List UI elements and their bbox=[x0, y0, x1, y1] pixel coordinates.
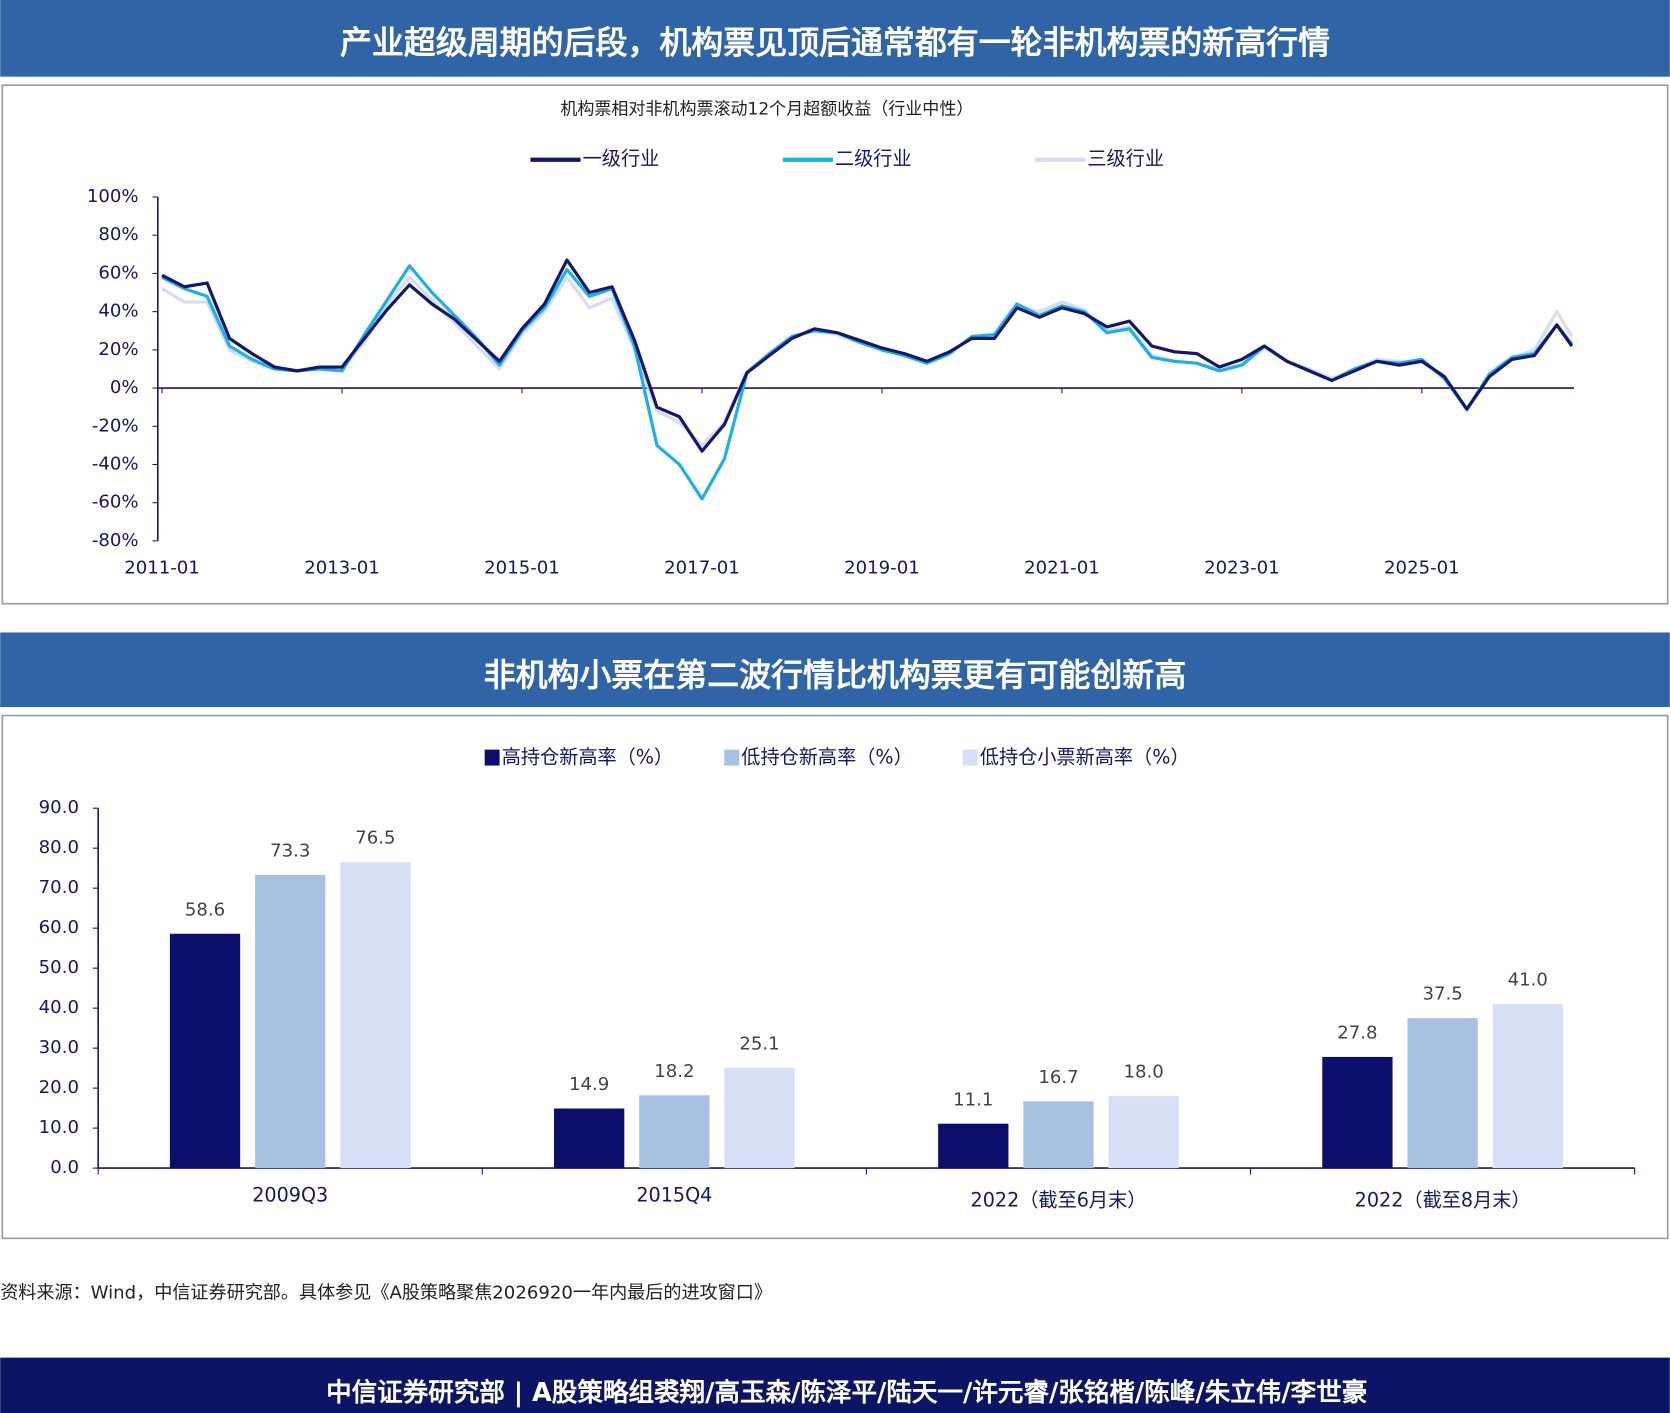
y-tick-label: 10.0 bbox=[39, 1117, 79, 1138]
bar bbox=[169, 933, 241, 1169]
value-label: 58.6 bbox=[185, 899, 225, 920]
y-tick-label: -40% bbox=[92, 453, 139, 474]
banner-title: 非机构小票在第二波行情比机构票更有可能创新高 bbox=[484, 656, 1187, 694]
x-tick-label: 2015-01 bbox=[484, 558, 560, 579]
y-tick-label: -80% bbox=[92, 530, 139, 551]
value-label: 25.1 bbox=[739, 1033, 779, 1054]
y-tick-label: 100% bbox=[87, 186, 139, 207]
y-tick-label: 40% bbox=[98, 301, 138, 322]
footer bbox=[0, 1357, 1670, 1413]
value-label: 18.2 bbox=[654, 1061, 694, 1082]
panel bbox=[1, 84, 1669, 605]
value-label: 27.8 bbox=[1337, 1022, 1377, 1043]
banner-title: 产业超级周期的后段，机构票见顶后通常都有一轮非机构票的新高行情 bbox=[340, 24, 1330, 62]
bar bbox=[1492, 1004, 1563, 1169]
y-tick-label: 60% bbox=[98, 262, 138, 283]
banner bbox=[0, 0, 1670, 77]
banner bbox=[0, 632, 1670, 708]
value-label: 73.3 bbox=[270, 841, 310, 862]
x-tick-label: 2021-01 bbox=[1024, 558, 1100, 579]
bar bbox=[1407, 1018, 1478, 1169]
value-label: 37.5 bbox=[1422, 984, 1462, 1005]
legend-swatch bbox=[962, 749, 978, 766]
y-tick-label: 30.0 bbox=[39, 1037, 79, 1058]
y-tick-label: 0.0 bbox=[50, 1157, 79, 1178]
y-tick-label: 20.0 bbox=[39, 1077, 79, 1098]
x-tick-label: 2013-01 bbox=[304, 558, 380, 579]
legend-label: 三级行业 bbox=[1087, 147, 1164, 170]
y-tick-label: 80.0 bbox=[39, 837, 79, 858]
bar bbox=[1322, 1056, 1393, 1169]
y-tick-label: -60% bbox=[92, 492, 139, 513]
x-tick-label: 2022（截至8月末） bbox=[1355, 1189, 1531, 1212]
y-tick-label: 20% bbox=[98, 339, 138, 360]
bar bbox=[340, 862, 411, 1169]
y-tick-label: 0% bbox=[110, 377, 139, 398]
legend-label: 一级行业 bbox=[583, 147, 660, 170]
value-label: 41.0 bbox=[1508, 970, 1548, 991]
y-tick-label: 40.0 bbox=[39, 997, 79, 1018]
source-note: 资料来源：Wind，中信证券研究部。具体参见《A股策略聚焦2026920一年内最… bbox=[0, 1283, 772, 1304]
bar bbox=[724, 1067, 795, 1169]
legend-swatch bbox=[724, 749, 740, 766]
value-label: 14.9 bbox=[569, 1074, 609, 1095]
legend-label: 高持仓新高率（%） bbox=[502, 746, 673, 769]
bar bbox=[938, 1123, 1009, 1169]
x-tick-label: 2022（截至6月末） bbox=[971, 1189, 1147, 1212]
y-tick-label: 70.0 bbox=[39, 877, 79, 898]
y-tick-label: 60.0 bbox=[39, 917, 79, 938]
y-tick-label: 90.0 bbox=[39, 797, 79, 818]
value-label: 76.5 bbox=[355, 828, 395, 849]
value-label: 16.7 bbox=[1038, 1067, 1078, 1088]
legend-label: 低持仓新高率（%） bbox=[741, 746, 912, 769]
x-tick-label: 2017-01 bbox=[664, 558, 740, 579]
legend-swatch bbox=[484, 749, 500, 766]
bar bbox=[639, 1095, 710, 1169]
bar bbox=[1023, 1101, 1094, 1169]
value-label: 11.1 bbox=[953, 1089, 993, 1110]
chart-title: 机构票相对非机构票滚动12个月超额收益（行业中性） bbox=[560, 100, 973, 120]
panel bbox=[1, 714, 1669, 1240]
line-series bbox=[161, 258, 1574, 453]
x-tick-label: 2009Q3 bbox=[252, 1183, 328, 1206]
y-tick-label: -20% bbox=[92, 415, 139, 436]
x-tick-label: 2011-01 bbox=[124, 558, 200, 579]
bar bbox=[554, 1108, 625, 1169]
bar bbox=[1108, 1096, 1179, 1169]
x-tick-label: 2015Q4 bbox=[636, 1183, 712, 1206]
line-series bbox=[161, 275, 1574, 448]
y-tick-label: 50.0 bbox=[39, 957, 79, 978]
legend-label: 二级行业 bbox=[835, 147, 912, 170]
y-tick-label: 80% bbox=[98, 224, 138, 245]
line-series bbox=[161, 264, 1574, 501]
bar bbox=[255, 874, 326, 1169]
x-tick-label: 2019-01 bbox=[844, 558, 920, 579]
footer-text: 中信证券研究部 | A股策略组裘翔/高玉森/陈泽平/陆天一/许元睿/张铭楷/陈峰… bbox=[326, 1378, 1367, 1408]
legend-label: 低持仓小票新高率（%） bbox=[980, 746, 1190, 769]
x-tick-label: 2025-01 bbox=[1384, 558, 1460, 579]
value-label: 18.0 bbox=[1124, 1062, 1164, 1083]
x-tick-label: 2023-01 bbox=[1204, 558, 1280, 579]
